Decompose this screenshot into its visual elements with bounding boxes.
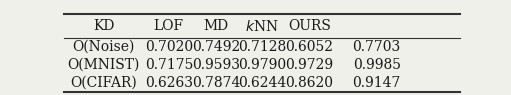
Text: 0.7492: 0.7492: [192, 40, 241, 53]
Text: 0.6244: 0.6244: [238, 76, 286, 90]
Text: OURS: OURS: [288, 19, 331, 33]
Text: 0.7175: 0.7175: [145, 58, 193, 72]
Text: KD: KD: [93, 19, 114, 33]
Text: 0.8620: 0.8620: [286, 76, 333, 90]
Text: MD: MD: [204, 19, 229, 33]
Text: 0.9147: 0.9147: [353, 76, 401, 90]
Text: 0.7128: 0.7128: [238, 40, 286, 53]
Text: 0.9593: 0.9593: [192, 58, 240, 72]
Text: 0.7874: 0.7874: [192, 76, 241, 90]
Text: O(Noise): O(Noise): [72, 40, 135, 53]
Text: 0.7020: 0.7020: [145, 40, 193, 53]
Text: 0.9985: 0.9985: [353, 58, 401, 72]
Text: 0.6052: 0.6052: [286, 40, 333, 53]
Text: 0.7703: 0.7703: [353, 40, 401, 53]
Text: O(CIFAR): O(CIFAR): [70, 76, 137, 90]
Text: O(MNIST): O(MNIST): [67, 58, 140, 72]
Text: $k$NN: $k$NN: [245, 19, 278, 34]
Text: 0.9790: 0.9790: [238, 58, 286, 72]
Text: LOF: LOF: [154, 19, 184, 33]
Text: 0.6263: 0.6263: [145, 76, 193, 90]
Text: 0.9729: 0.9729: [285, 58, 334, 72]
